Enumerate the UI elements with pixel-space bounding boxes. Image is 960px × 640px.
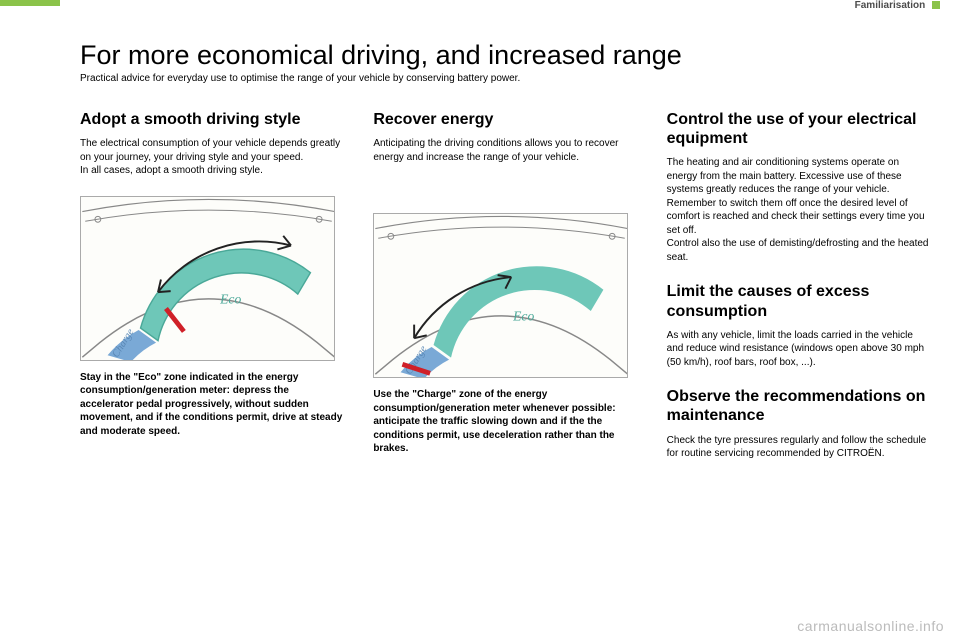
accent-stripe — [0, 0, 60, 6]
col1-caption: Stay in the "Eco" zone indicated in the … — [80, 371, 343, 439]
col-advice: Control the use of your electrical equip… — [667, 110, 930, 479]
block-maintenance: Observe the recommendations on maintenan… — [667, 387, 930, 460]
col3-b2-heading: Limit the causes of excess consumption — [667, 282, 930, 320]
block-electrical: Control the use of your electrical equip… — [667, 110, 930, 264]
col2-caption: Use the "Charge" zone of the energy cons… — [373, 388, 636, 456]
gauge-charge-svg: Eco Charge — [374, 214, 628, 378]
breadcrumb: Familiarisation — [855, 0, 940, 11]
page: Familiarisation For more economical driv… — [0, 0, 960, 640]
block-limit: Limit the causes of excess consumption A… — [667, 282, 930, 369]
col3-b1-body: The heating and air conditioning systems… — [667, 156, 930, 264]
top-bar: Familiarisation — [0, 0, 960, 14]
eco-label: Eco — [219, 291, 241, 306]
page-title: For more economical driving, and increas… — [80, 40, 930, 71]
watermark: carmanualsonline.info — [797, 618, 944, 634]
intro-text: Practical advice for everyday use to opt… — [80, 73, 930, 84]
col2-body: Anticipating the driving conditions allo… — [373, 137, 636, 164]
col-recover-energy: Recover energy Anticipating the driving … — [373, 110, 636, 479]
col1-heading: Adopt a smooth driving style — [80, 110, 343, 129]
col1-body: The electrical consumption of your vehic… — [80, 137, 343, 178]
eco-label: Eco — [512, 309, 534, 324]
col3-b1-heading: Control the use of your electrical equip… — [667, 110, 930, 148]
breadcrumb-square-icon — [932, 1, 940, 9]
col3-b3-heading: Observe the recommendations on maintenan… — [667, 387, 930, 425]
col-smooth-driving: Adopt a smooth driving style The electri… — [80, 110, 343, 479]
content: For more economical driving, and increas… — [80, 40, 930, 620]
col2-heading: Recover energy — [373, 110, 636, 129]
col3-b3-body: Check the tyre pressures regularly and f… — [667, 434, 930, 461]
gauge-eco-svg: Eco Charge — [81, 197, 335, 361]
columns: Adopt a smooth driving style The electri… — [80, 110, 930, 479]
needle-icon — [164, 307, 186, 333]
gauge-charge-figure: Eco Charge — [373, 213, 628, 378]
gauge-eco-figure: Eco Charge — [80, 196, 335, 361]
breadcrumb-label: Familiarisation — [855, 0, 926, 11]
col3-b2-body: As with any vehicle, limit the loads car… — [667, 329, 930, 370]
